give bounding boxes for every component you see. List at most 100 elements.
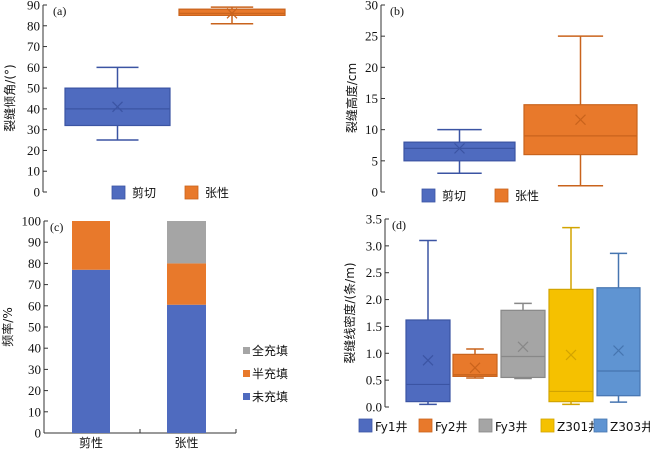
y-tick-label: 1.0 — [366, 346, 382, 361]
mean-marker — [226, 7, 238, 19]
legend-swatch — [243, 370, 250, 377]
box-Z301井 — [548, 226, 594, 406]
x-tick-label: 张性 — [174, 436, 198, 449]
legend-label: 半充填 — [252, 366, 288, 381]
y-tick-label: 0.0 — [366, 400, 382, 415]
y-tick-label: 90 — [27, 0, 40, 13]
box-Z303井 — [596, 252, 641, 403]
legend-swatch — [593, 418, 608, 433]
legend-label: 张性 — [515, 189, 539, 203]
y-tick-label: 3.0 — [366, 238, 382, 253]
legend-label: Fy1井 — [375, 420, 408, 434]
legend-swatch — [111, 185, 126, 200]
legend-swatch — [184, 185, 199, 200]
y-tick-label: 70 — [27, 39, 40, 54]
y-tick-label: 15 — [365, 91, 378, 106]
y-tick-label: 20 — [365, 60, 378, 75]
y-axis-title: 裂缝高度/cm — [344, 63, 359, 133]
y-axis-title: 裂缝线密度/(条/m) — [342, 262, 357, 363]
y-axis-title: 频率/% — [0, 307, 15, 346]
chart-a: 0 10 20 30 40 50 60 70 80 90 裂缝倾角/(°) (a) 剪切 张性 — [2, 0, 286, 200]
y-tick-label: 40 — [28, 341, 41, 356]
mean-marker — [422, 354, 434, 366]
y-tick-label: 5 — [372, 153, 379, 168]
y-tick-label: 1.5 — [366, 319, 382, 334]
y-tick-label: 50 — [28, 320, 41, 335]
y-tick-label: 2.5 — [366, 265, 382, 280]
y-tick-label: 30 — [28, 362, 41, 377]
y-tick-label: 20 — [28, 383, 41, 398]
box-Fy1井 — [405, 239, 451, 406]
legend-label: Z301井 — [557, 420, 600, 434]
y-tick-label: 10 — [365, 122, 378, 137]
box-iqr — [452, 353, 498, 377]
mean-marker — [565, 349, 577, 361]
panel-label: (d) — [392, 218, 406, 232]
legend-label: 剪切 — [442, 188, 466, 203]
panel-label: (b) — [390, 4, 404, 18]
mean-marker — [613, 345, 624, 357]
y-tick-label: 90 — [28, 235, 41, 250]
box-剪切 — [403, 128, 516, 175]
box-iqr — [500, 309, 546, 379]
box-iqr — [523, 104, 638, 156]
bar-segment-未充填 — [72, 269, 110, 433]
y-tick-label: 100 — [22, 214, 42, 229]
chart-b: 0 5 10 15 20 25 30 裂缝高度/cm (b) 剪切 张性 — [344, 0, 638, 203]
box-iqr — [548, 288, 594, 403]
box-张性 — [523, 35, 638, 187]
x-tick-label: 剪性 — [79, 435, 103, 449]
mean-marker — [112, 101, 123, 113]
panel-label: (a) — [53, 4, 66, 18]
legend-label: 剪切 — [132, 185, 156, 200]
legend-label: 全充填 — [252, 343, 288, 358]
legend-label: 未充填 — [252, 389, 288, 404]
box-Fy2井 — [452, 348, 498, 379]
mean-marker — [454, 142, 465, 154]
legend-swatch — [540, 418, 555, 433]
box-剪切 — [64, 66, 171, 141]
bar-segment-未充填 — [167, 304, 206, 433]
legend-swatch — [358, 418, 373, 433]
box-iqr — [596, 287, 641, 397]
y-tick-label: 25 — [365, 29, 378, 44]
legend-swatch — [243, 393, 250, 400]
bar-segment-半充填 — [72, 221, 110, 270]
legend-label: Fy3井 — [495, 420, 528, 434]
legend-swatch — [494, 188, 509, 203]
y-tick-label: 20 — [27, 143, 40, 158]
legend: 剪切 张性 — [421, 188, 539, 203]
mean-marker — [517, 341, 529, 353]
y-tick-label: 60 — [27, 60, 40, 75]
box-iqr — [405, 319, 451, 403]
legend-label: 张性 — [205, 186, 229, 200]
chart-c: 0 10 20 30 40 50 60 70 80 90 100 频率/% (c) 剪性 张性 全充填半充填未… — [0, 214, 288, 449]
y-tick-label: 3.5 — [366, 212, 382, 227]
y-tick-label: 70 — [28, 277, 41, 292]
bar-segment-全充填 — [167, 221, 206, 264]
y-tick-label: 80 — [27, 18, 40, 33]
y-tick-label: 0 — [372, 185, 379, 200]
mean-marker — [575, 114, 586, 126]
y-tick-label: 0 — [34, 185, 41, 200]
box-张性 — [178, 6, 286, 25]
y-tick-label: 40 — [27, 101, 40, 116]
box-iqr — [403, 141, 516, 162]
box-iqr — [178, 8, 286, 16]
y-tick-label: 0.5 — [366, 373, 382, 388]
y-tick-label: 2.0 — [366, 292, 382, 307]
mean-marker — [469, 362, 481, 374]
y-tick-label: 80 — [28, 256, 41, 271]
legend-swatch — [421, 188, 436, 203]
legend-swatch — [418, 418, 433, 433]
box-Fy3井 — [500, 302, 546, 380]
legend-swatch — [243, 347, 250, 354]
legend: 剪切 张性 — [111, 185, 229, 200]
y-tick-label: 30 — [365, 0, 378, 13]
chart-d: 0.0 0.5 1.0 1.5 2.0 2.5 3.0 3.5 裂缝线密度/(条/m) (d) Fy… — [342, 212, 650, 435]
y-tick-label: 50 — [27, 81, 40, 96]
legend-label: Fy2井 — [435, 420, 468, 434]
legend-swatch — [478, 418, 493, 433]
